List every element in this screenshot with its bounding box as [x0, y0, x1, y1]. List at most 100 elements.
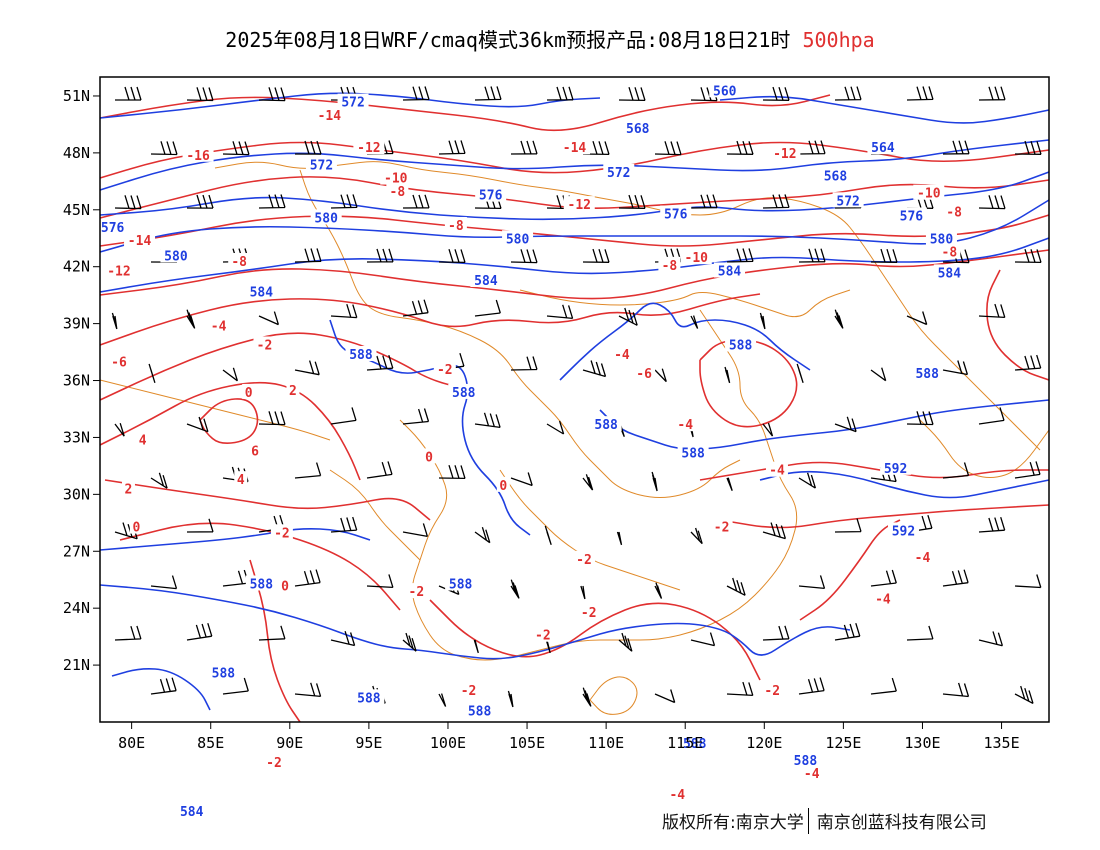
- temperature-contour-label-bg: [386, 182, 409, 198]
- wind-barb: [474, 412, 501, 429]
- lon-tick-label: 110E: [588, 734, 624, 752]
- height-contour-label: 588: [681, 447, 705, 462]
- height-contour-line: [99, 139, 1050, 191]
- lon-tick-label: 85E: [197, 734, 224, 752]
- temperature-contour-label-bg: [444, 216, 467, 232]
- height-contour-label-bg: [819, 167, 851, 183]
- wind-barb: [546, 304, 574, 320]
- temperature-contour-label: -4: [669, 788, 685, 803]
- temperature-contour-label-bg: [658, 256, 681, 272]
- temperature-contour-label-bg: [577, 603, 600, 619]
- contour-label-layer: 572 560 568 572 572 564 568 576 576 572 576 580 576 5…: [97, 82, 966, 820]
- lat-tick-label: 51N: [63, 87, 90, 105]
- height-contour-label-bg: [933, 264, 965, 280]
- wind-barb: [186, 416, 209, 433]
- wind-barb: [258, 311, 280, 326]
- wind-barb: [762, 86, 790, 101]
- temperature-contour-label-bg: [765, 461, 788, 477]
- temperature-contour-label: -4: [614, 348, 630, 363]
- temperature-contour-label-bg: [234, 471, 248, 487]
- temperature-contour-label: -2: [266, 756, 282, 771]
- height-contour-label-bg: [97, 218, 129, 234]
- temperature-contour-line: [99, 332, 471, 401]
- wind-barb: [330, 304, 358, 319]
- temperature-contour-label: -2: [274, 526, 290, 541]
- temperature-contour-label: -8: [942, 246, 958, 261]
- wind-barb: [870, 569, 897, 587]
- temperature-contour-label: -8: [662, 259, 678, 274]
- wind-barb: [762, 194, 790, 209]
- temperature-contour-label-bg: [270, 524, 293, 540]
- lon-tick-label: 90E: [276, 734, 303, 752]
- wind-barb: [150, 575, 178, 590]
- wind-barb: [651, 471, 658, 492]
- height-contour-label: 572: [836, 194, 859, 209]
- wind-barb: [582, 474, 594, 491]
- wind-barb: [582, 248, 610, 263]
- wind-barb: [510, 249, 538, 264]
- temperature-contour-label-bg: [496, 476, 510, 492]
- height-contour-line: [99, 171, 1050, 221]
- height-contour-label: 580: [930, 232, 954, 247]
- height-contour-label-bg: [660, 205, 692, 221]
- wind-barb: [580, 585, 586, 600]
- wind-barb: [186, 623, 213, 641]
- height-contour-label: 584: [180, 805, 204, 820]
- temperature-contour-label-bg: [405, 583, 428, 599]
- wind-barb: [762, 422, 774, 437]
- wind-barb: [474, 527, 491, 544]
- wind-barb: [294, 248, 322, 263]
- height-contour-label-bg: [832, 192, 864, 208]
- wind-barb: [544, 525, 552, 546]
- temperature-contour-line: [104, 479, 431, 521]
- wind-barb: [618, 632, 633, 652]
- temperature-contour-label-bg: [353, 139, 385, 155]
- wind-barb: [1014, 354, 1042, 371]
- wind-barb: [330, 194, 358, 209]
- wind-barb: [726, 248, 754, 263]
- temperature-contour-label-bg: [124, 232, 156, 248]
- height-contour-line: [99, 584, 851, 660]
- height-contour-label-bg: [305, 156, 337, 172]
- wind-barb: [798, 472, 817, 489]
- wind-barb: [330, 407, 357, 425]
- wind-barb: [762, 625, 790, 641]
- temperature-contour-line: [719, 504, 1050, 529]
- temperature-contour-label: 4: [139, 433, 147, 448]
- temperature-contour-label-bg: [380, 169, 412, 185]
- wind-barb: [114, 195, 142, 210]
- wind-barb: [690, 194, 718, 209]
- height-contour-label: 588: [729, 338, 753, 353]
- boundary-line: [589, 676, 638, 715]
- temperature-contour-label: -12: [568, 198, 591, 213]
- wind-barb: [111, 312, 118, 330]
- lon-tick-label: 125E: [825, 734, 861, 752]
- wind-barb: [906, 311, 928, 326]
- lon-tick-label: 115E: [667, 734, 703, 752]
- temperature-contour-label-bg: [278, 577, 292, 593]
- temperature-contour-label: -4: [677, 418, 693, 433]
- height-contour-line: [111, 668, 211, 711]
- temperature-contour-label: -6: [111, 356, 127, 371]
- copyright-right: 南京创蓝科技有限公司: [816, 813, 987, 833]
- wind-barb: [546, 86, 574, 101]
- wind-barb: [402, 299, 429, 317]
- height-contour-label-bg: [502, 230, 534, 246]
- wind-barb: [1014, 140, 1042, 155]
- wind-barb: [1014, 461, 1041, 479]
- temperature-contour-label: -2: [764, 684, 780, 699]
- temperature-contour-label-bg: [531, 626, 554, 642]
- wind-barb: [870, 367, 887, 382]
- lat-tick-label: 27N: [63, 542, 90, 560]
- temperature-contour-label: -2: [461, 684, 477, 699]
- temperature-contour-line: [799, 519, 901, 621]
- height-contour-label: 580: [314, 211, 338, 226]
- wind-barb: [582, 360, 607, 378]
- wind-barb: [366, 248, 394, 263]
- height-contour-label-bg: [337, 93, 369, 109]
- temperature-contour-line: [699, 461, 1049, 481]
- lon-tick-label: 135E: [983, 734, 1019, 752]
- temperature-contour-label: -4: [804, 767, 820, 782]
- temperature-contour-label: -4: [915, 551, 931, 566]
- wind-barb: [978, 303, 1006, 319]
